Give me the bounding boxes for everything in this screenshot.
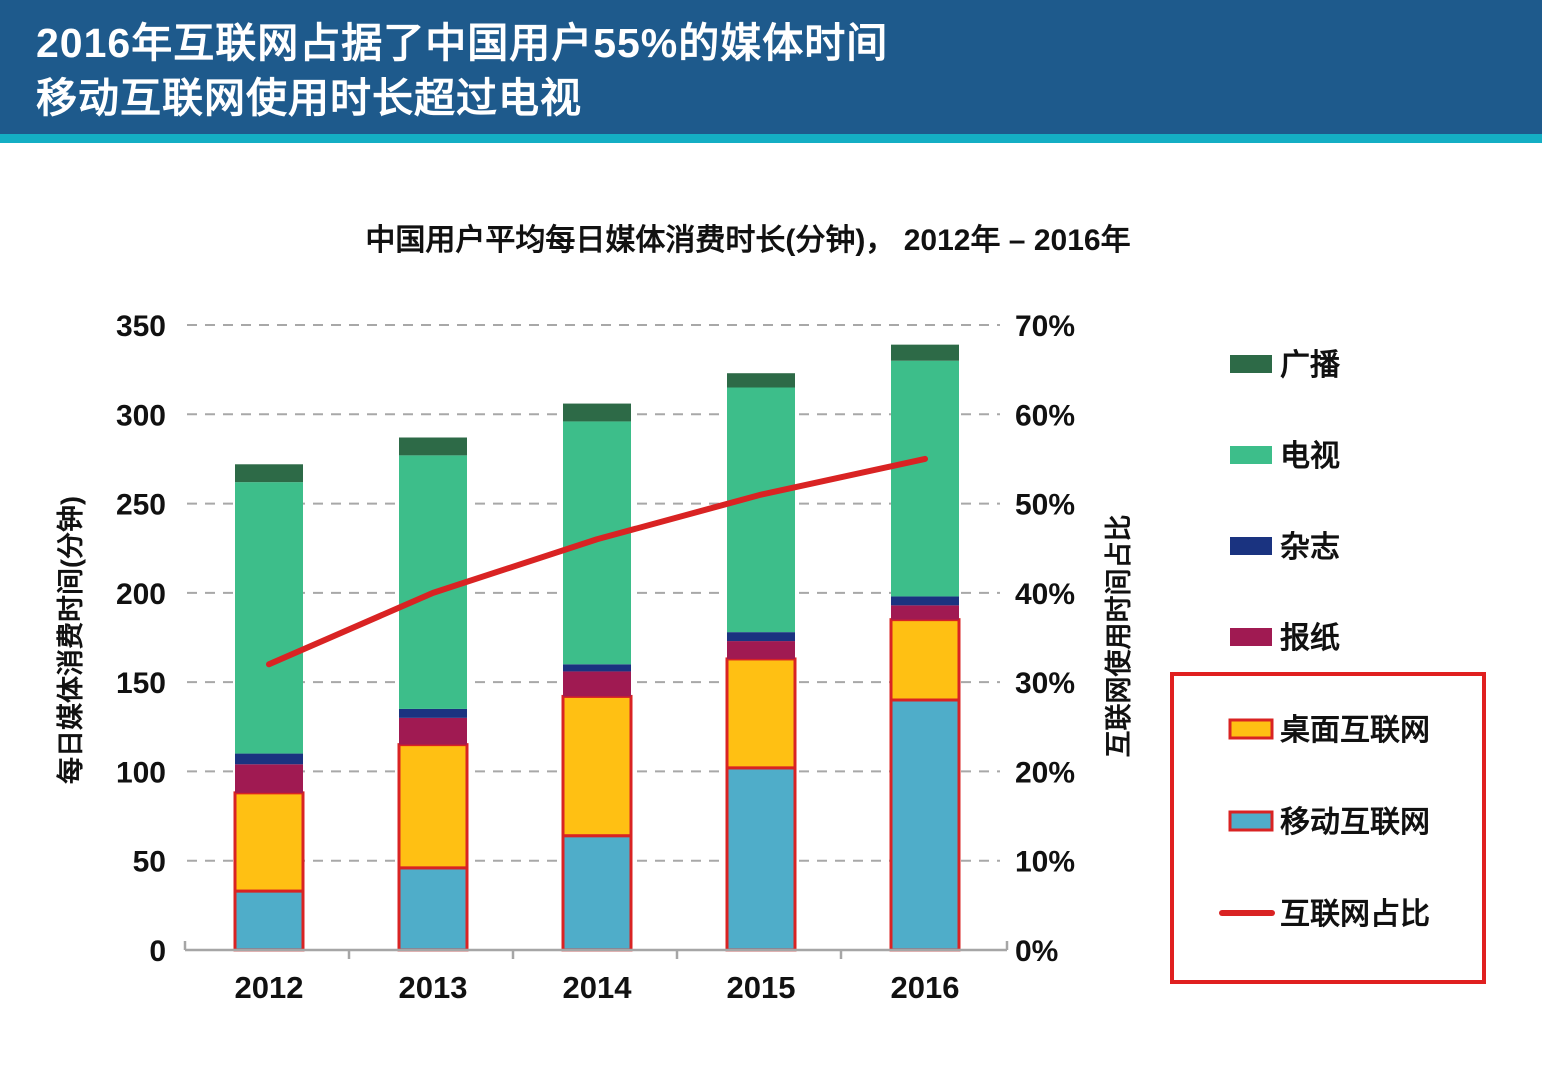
bar-segment-移动互联网	[397, 866, 469, 952]
right-axis-tick: 40%	[1015, 578, 1075, 611]
legend-swatch	[1230, 355, 1272, 373]
left-axis-tick: 50	[133, 846, 166, 879]
left-axis-tick: 350	[116, 310, 166, 343]
x-axis-label: 2013	[399, 970, 468, 1005]
left-axis-tick: 150	[116, 667, 166, 700]
left-axis-tick: 200	[116, 578, 166, 611]
legend-swatch	[1228, 810, 1274, 832]
header-title-line2: 移动互联网使用时长超过电视	[36, 74, 582, 121]
bar-segment-电视	[727, 387, 795, 633]
legend-label: 桌面互联网	[1280, 714, 1430, 747]
right-axis-tick: 50%	[1015, 489, 1075, 522]
bar-segment-电视	[399, 455, 467, 709]
bar-segment-电视	[235, 482, 303, 754]
legend-swatch	[1228, 718, 1274, 740]
bar-segment-移动互联网	[233, 889, 305, 952]
bar-segment-移动互联网	[889, 698, 961, 952]
bar-segment-杂志	[891, 596, 959, 606]
plot-area: 0 50 100 150 200 250 300 350 0% 10% 20% 30% 40% 50% 60…	[116, 310, 1486, 1005]
left-axis-title: 每日媒体消费时间(分钟)	[55, 496, 86, 784]
legend-swatch	[1230, 628, 1272, 646]
bar-segment-广播	[235, 464, 303, 483]
legend-label: 移动互联网	[1280, 806, 1430, 839]
bar-segment-报纸	[727, 641, 795, 659]
bar-segment-移动互联网	[725, 766, 797, 952]
bar-segment-报纸	[399, 717, 467, 745]
legend-label: 电视	[1280, 440, 1340, 473]
left-axis-tick: 0	[149, 935, 166, 968]
bar-segment-移动互联网	[561, 834, 633, 952]
bar-segment-杂志	[563, 664, 631, 672]
bar-segment-杂志	[727, 632, 795, 642]
right-axis-tick: 10%	[1015, 846, 1075, 879]
left-axis-tick: 100	[116, 756, 166, 789]
legend-label: 互联网占比	[1280, 898, 1430, 931]
chart-title: 中国用户平均每日媒体消费时长(分钟)， 2012年 – 2016年	[365, 223, 1130, 257]
legend-swatch	[1230, 446, 1272, 464]
legend-swatch	[1230, 537, 1272, 555]
bar-segment-广播	[399, 437, 467, 456]
left-axis-tick: 300	[116, 399, 166, 432]
right-axis-tick: 70%	[1015, 310, 1075, 343]
bar-segment-桌面互联网	[889, 618, 961, 702]
header: 2016年互联网占据了中国用户55%的媒体时间 移动互联网使用时长超过电视	[0, 0, 1542, 143]
bar-segment-广播	[563, 403, 631, 422]
legend-highlight-box	[1170, 672, 1486, 984]
legend-label: 广播	[1280, 349, 1341, 382]
x-axis-label: 2015	[727, 970, 796, 1005]
right-axis-tick: 0%	[1015, 935, 1058, 968]
bar-segment-广播	[891, 344, 959, 361]
trend-line	[266, 455, 928, 668]
right-axis-title: 互联网使用时间占比	[1104, 515, 1134, 758]
bar-segment-桌面互联网	[397, 743, 469, 870]
left-axis-tick: 250	[116, 489, 166, 522]
right-axis-tick: 60%	[1015, 399, 1075, 432]
bar-segment-报纸	[563, 671, 631, 697]
header-title-line1: 2016年互联网占据了中国用户55%的媒体时间	[36, 20, 889, 66]
bar-segment-桌面互联网	[233, 791, 305, 893]
right-axis-tick: 30%	[1015, 667, 1075, 700]
bar-segment-桌面互联网	[561, 694, 633, 838]
x-axis-label: 2014	[563, 970, 633, 1005]
legend-label: 杂志	[1280, 531, 1340, 564]
bar-segment-报纸	[891, 605, 959, 620]
bar-segment-电视	[563, 421, 631, 665]
right-axis-tick: 20%	[1015, 756, 1075, 789]
bar-segment-杂志	[235, 753, 303, 765]
bar-segment-广播	[727, 373, 795, 388]
legend-label: 报纸	[1280, 622, 1340, 655]
bar-segment-杂志	[399, 708, 467, 718]
x-axis-label: 2012	[235, 970, 304, 1005]
bar-segment-报纸	[235, 764, 303, 793]
bar-segment-电视	[891, 360, 959, 597]
bar-segment-桌面互联网	[725, 657, 797, 770]
x-axis-label: 2016	[891, 970, 960, 1005]
